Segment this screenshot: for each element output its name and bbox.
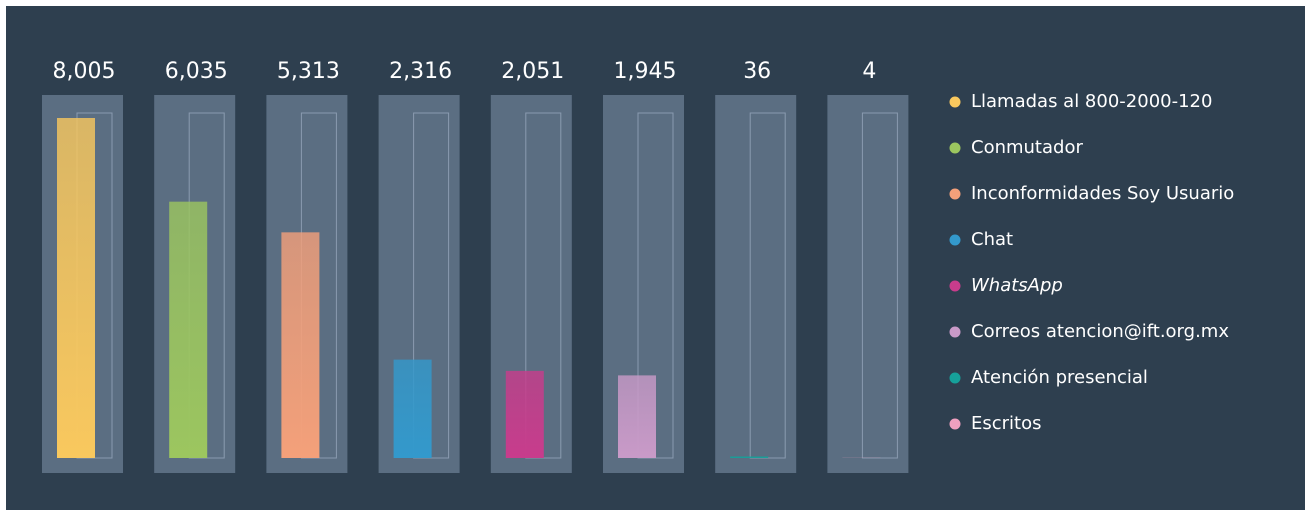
bar-panel	[827, 95, 909, 473]
value-label: 8,005	[53, 59, 116, 84]
value-label: 2,316	[389, 59, 452, 84]
legend-dot	[949, 142, 961, 154]
bar	[57, 118, 95, 458]
legend-label: Atención presencial	[971, 367, 1148, 388]
bar	[393, 359, 432, 458]
value-label: 5,313	[277, 59, 340, 84]
legend-label: Correos atencion@ift.org.mx	[971, 321, 1229, 342]
value-label: 2,051	[501, 59, 564, 84]
bar	[505, 370, 544, 458]
legend-label: Conmutador	[971, 137, 1083, 158]
legend-label: Llamadas al 800-2000-120	[971, 91, 1212, 112]
legend-dot	[949, 234, 961, 246]
legend-label: Inconformidades Soy Usuario	[971, 183, 1234, 204]
bar	[730, 456, 769, 458]
legend-dot	[949, 326, 961, 338]
legend-label: Escritos	[971, 413, 1042, 434]
value-label: 1,945	[614, 59, 677, 84]
legend-dot	[949, 418, 961, 430]
bar	[281, 232, 320, 458]
value-label: 6,035	[165, 59, 228, 84]
bar	[169, 201, 208, 458]
value-label: 4	[862, 59, 876, 84]
value-label: 36	[743, 59, 771, 84]
bar-panel	[715, 95, 797, 473]
legend-dot	[949, 372, 961, 384]
bar	[618, 375, 656, 458]
legend-label: WhatsApp	[971, 275, 1063, 296]
legend-dot	[949, 188, 961, 200]
legend-label: Chat	[971, 229, 1013, 250]
legend-dot	[949, 280, 961, 292]
legend-dot	[949, 96, 961, 108]
